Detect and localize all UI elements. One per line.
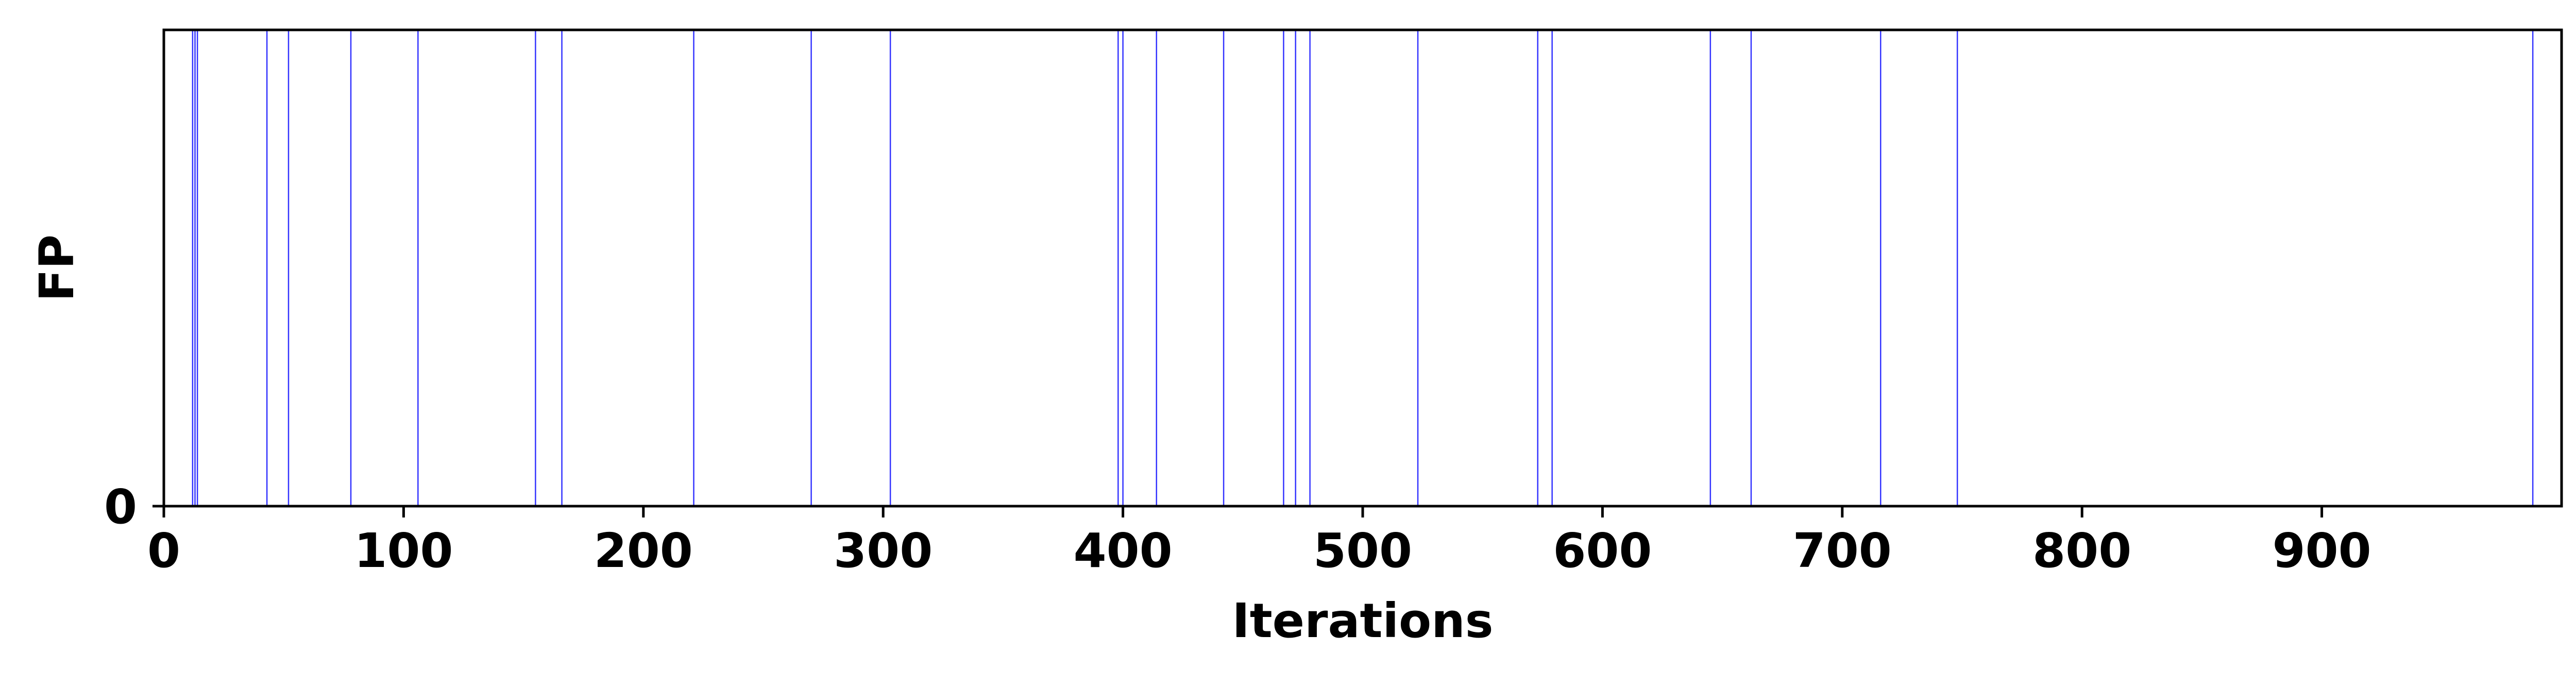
- x-tick-label: 100: [354, 523, 453, 578]
- y-tick-label: 0: [104, 479, 137, 534]
- y-axis-label: FP: [29, 235, 84, 302]
- x-tick-label: 900: [2273, 523, 2371, 578]
- x-tick-label: 300: [834, 523, 933, 578]
- plot-frame: [162, 28, 2563, 508]
- x-tick-label: 600: [1553, 523, 1652, 578]
- x-tick-label: 800: [2032, 523, 2131, 578]
- event-lines: [192, 30, 2534, 506]
- x-axis-ticks: 0 100 200 300 400 500 600 700 800 900: [147, 506, 2371, 578]
- x-tick-label: 500: [1313, 523, 1412, 578]
- x-tick-label: 700: [1793, 523, 1892, 578]
- x-axis-label: Iterations: [1232, 593, 1493, 648]
- x-tick-label: 200: [594, 523, 693, 578]
- y-axis-ticks: 0: [104, 479, 164, 534]
- x-tick-label: 0: [147, 523, 180, 578]
- x-tick-label: 400: [1074, 523, 1173, 578]
